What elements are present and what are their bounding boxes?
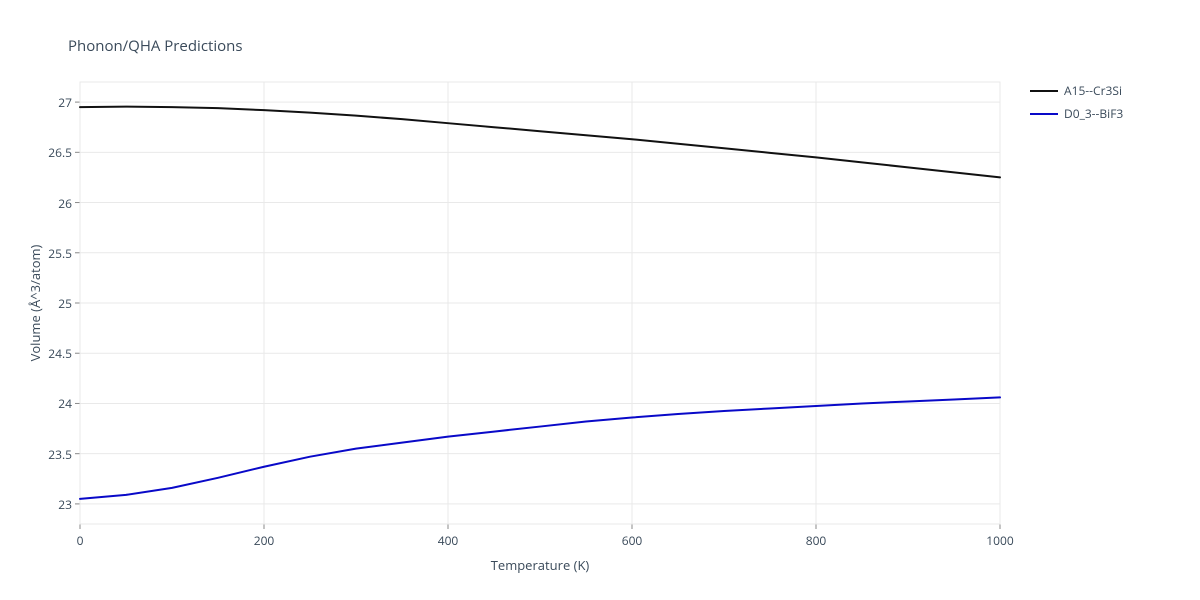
legend-label: A15--Cr3Si xyxy=(1064,82,1122,99)
y-tick-label: 23 xyxy=(32,496,72,513)
x-tick-label: 1000 xyxy=(980,532,1020,549)
x-tick-label: 600 xyxy=(612,532,652,549)
chart-container: Phonon/QHA Predictions 0 200 400 600 800 1000… xyxy=(0,0,1200,600)
x-tick-label: 400 xyxy=(428,532,468,549)
y-tick-label: 23.5 xyxy=(32,446,72,463)
y-tick-label: 27 xyxy=(32,94,72,111)
legend-swatch xyxy=(1030,90,1058,92)
legend-swatch xyxy=(1030,113,1058,115)
legend-label: D0_3--BiF3 xyxy=(1064,105,1123,122)
legend-item[interactable]: A15--Cr3Si xyxy=(1030,82,1123,99)
chart-title: Phonon/QHA Predictions xyxy=(68,36,243,56)
y-tick-label: 26.5 xyxy=(32,144,72,161)
legend: A15--Cr3Si D0_3--BiF3 xyxy=(1030,82,1123,128)
x-axis-label: Temperature (K) xyxy=(80,556,1000,574)
chart-svg xyxy=(0,0,1200,600)
y-axis-label: Volume (Å^3/atom) xyxy=(26,243,44,363)
y-tick-label: 24 xyxy=(32,395,72,412)
legend-item[interactable]: D0_3--BiF3 xyxy=(1030,105,1123,122)
x-tick-label: 800 xyxy=(796,532,836,549)
x-tick-label: 200 xyxy=(244,532,284,549)
x-tick-label: 0 xyxy=(60,532,100,549)
y-tick-label: 26 xyxy=(32,195,72,212)
